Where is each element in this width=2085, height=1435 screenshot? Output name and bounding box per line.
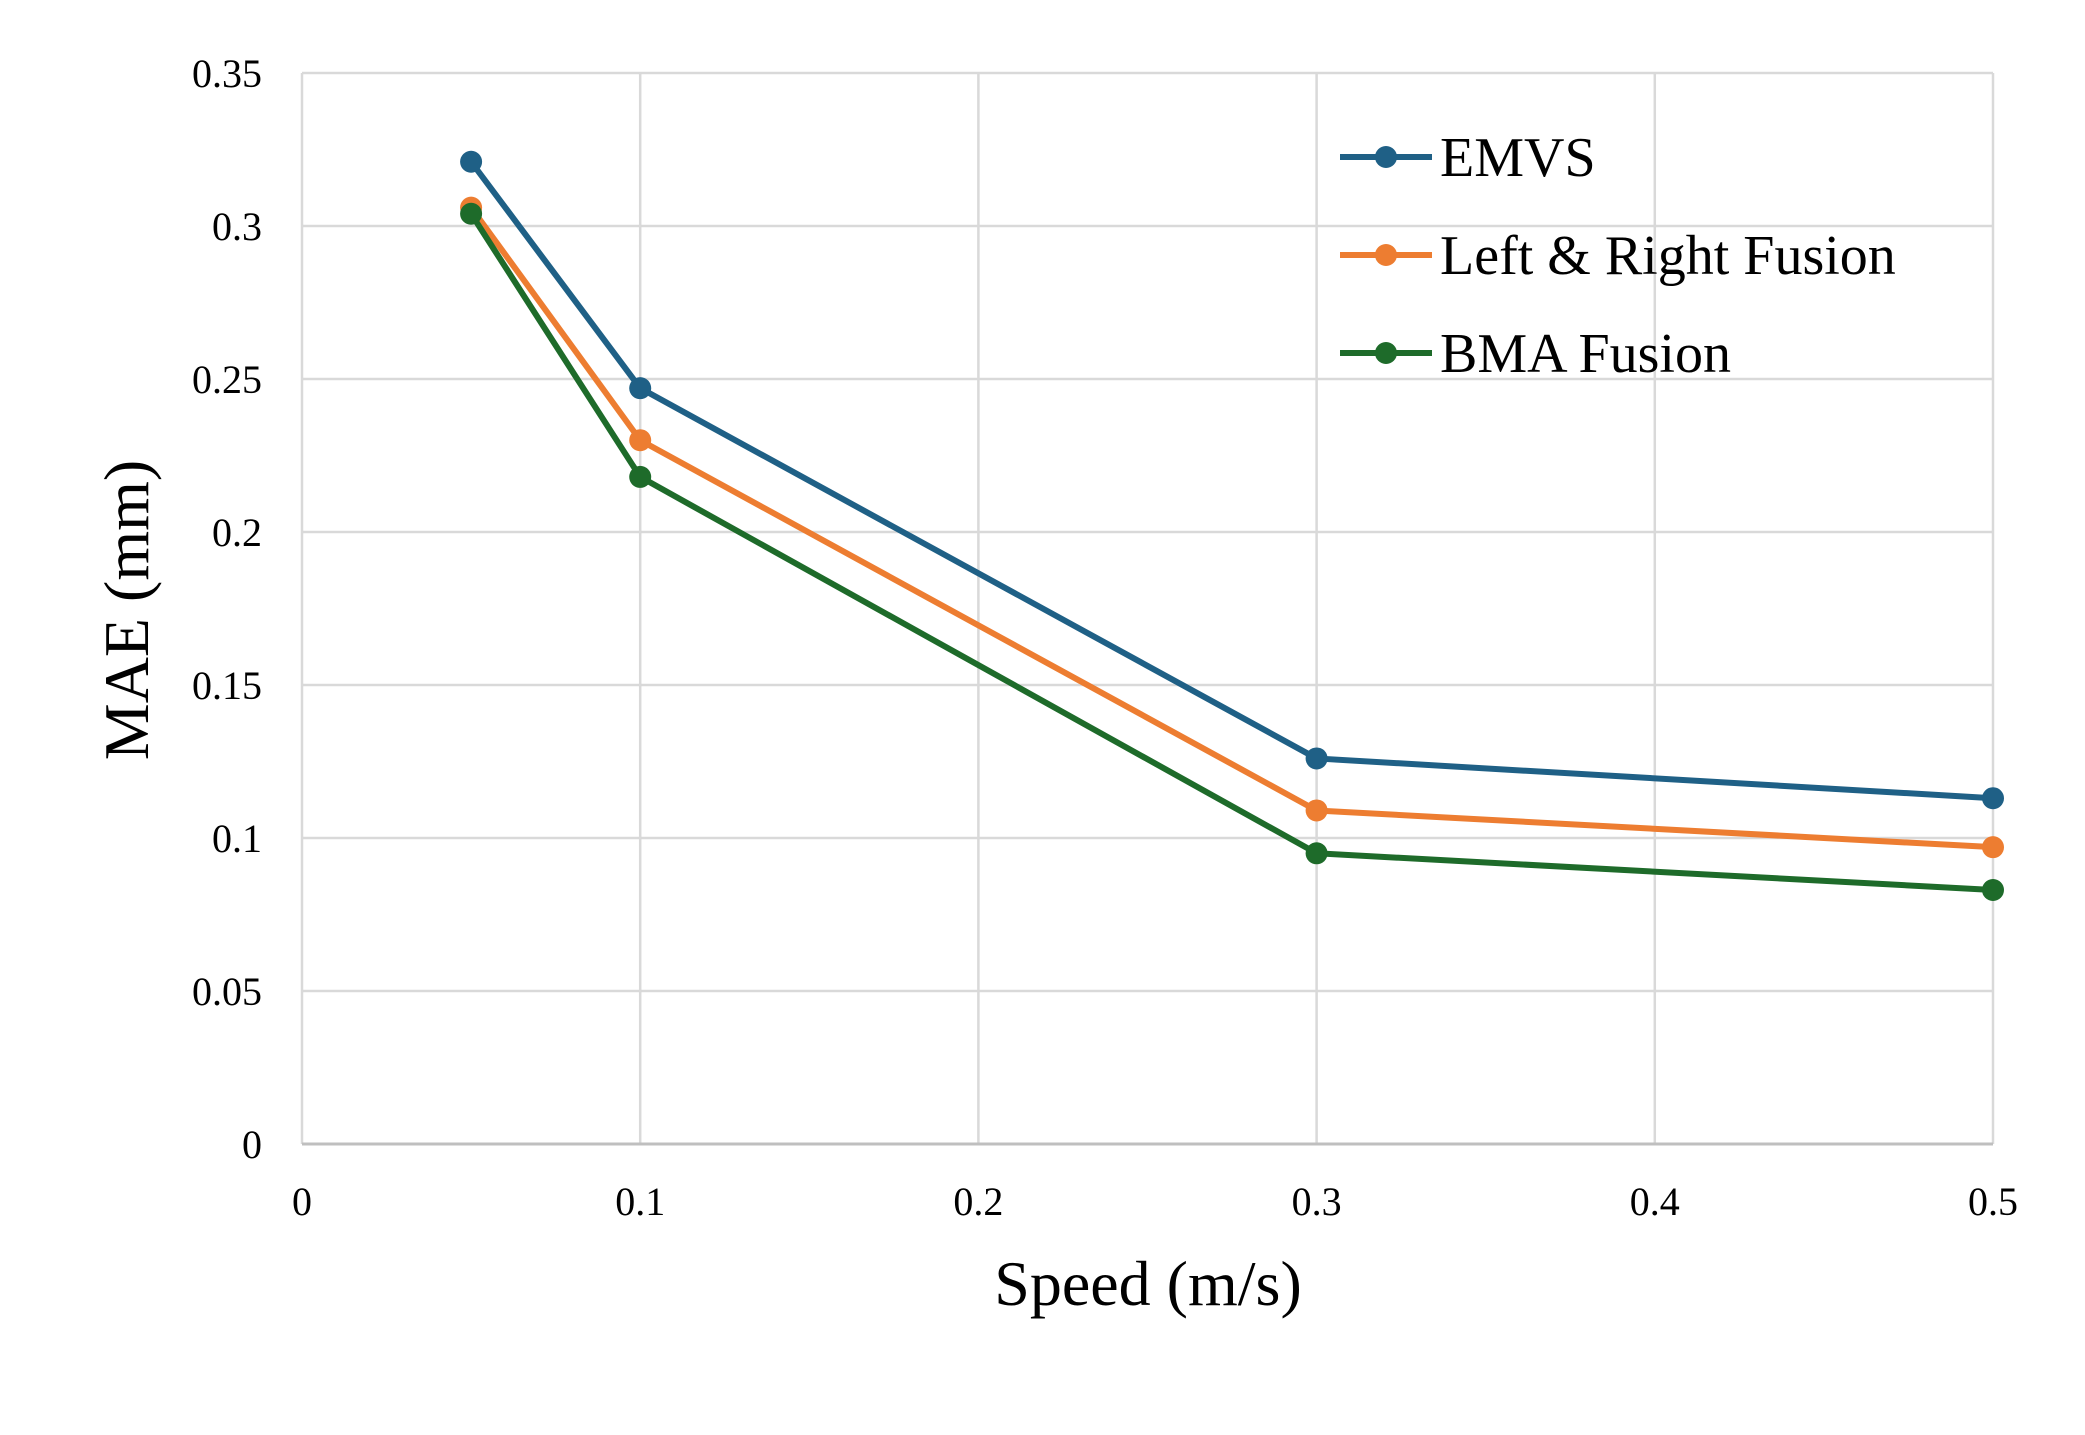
series-1 bbox=[460, 150, 2004, 810]
data-point bbox=[629, 377, 652, 400]
data-point bbox=[1982, 836, 2004, 859]
data-point bbox=[1982, 879, 2004, 902]
x-tick-label: 0.2 bbox=[953, 1179, 1003, 1224]
y-tick-label: 0.15 bbox=[192, 663, 262, 708]
legend-marker bbox=[1375, 244, 1397, 266]
legend: EMVS Left & Right Fusion BMA Fusion bbox=[1340, 127, 1896, 385]
y-tick-label: 0.1 bbox=[212, 816, 262, 861]
data-point bbox=[1305, 799, 1328, 822]
legend-entry: EMVS bbox=[1340, 127, 1596, 189]
legend-marker bbox=[1375, 342, 1397, 364]
legend-label: EMVS bbox=[1440, 127, 1596, 189]
x-tick-label: 0.1 bbox=[615, 1179, 665, 1224]
data-point bbox=[1305, 747, 1328, 770]
x-tick-label: 0 bbox=[292, 1179, 312, 1224]
x-tick-label: 0.5 bbox=[1968, 1179, 2018, 1224]
data-point bbox=[1305, 842, 1328, 865]
legend-label: BMA Fusion bbox=[1440, 323, 1731, 385]
y-tick-label: 0.2 bbox=[212, 510, 262, 555]
y-tick-label: 0.25 bbox=[192, 357, 262, 402]
series-layer bbox=[460, 150, 2004, 902]
legend-entry: BMA Fusion bbox=[1340, 323, 1731, 385]
grid-lines bbox=[300, 71, 1995, 1144]
x-axis-title: Speed (m/s) bbox=[994, 1248, 1302, 1319]
y-tick-label: 0.3 bbox=[212, 204, 262, 249]
series-line bbox=[468, 159, 1994, 802]
series-2 bbox=[460, 196, 2004, 859]
legend-entry: Left & Right Fusion bbox=[1340, 225, 1896, 287]
y-tick-label: 0.35 bbox=[192, 51, 262, 96]
data-point bbox=[1982, 787, 2004, 810]
series-line bbox=[468, 205, 1994, 851]
legend-label: Left & Right Fusion bbox=[1440, 225, 1896, 287]
data-point bbox=[629, 465, 652, 488]
data-point bbox=[460, 202, 483, 225]
x-tick-label: 0.3 bbox=[1292, 1179, 1342, 1224]
data-point bbox=[460, 150, 483, 173]
tick-labels: 0 0.05 0.1 0.15 0.2 0.25 0.3 0.35 0 0.1 0.2 0.3 0.4 0… bbox=[192, 51, 2018, 1224]
x-tick-label: 0.4 bbox=[1630, 1179, 1680, 1224]
series-3 bbox=[460, 202, 2004, 902]
series-line bbox=[468, 212, 1994, 894]
y-axis-title: MAE (mm) bbox=[91, 460, 162, 760]
legend-marker bbox=[1375, 146, 1397, 168]
y-tick-label: 0.05 bbox=[192, 969, 262, 1014]
y-tick-label: 0 bbox=[242, 1122, 262, 1167]
data-point bbox=[629, 429, 652, 452]
